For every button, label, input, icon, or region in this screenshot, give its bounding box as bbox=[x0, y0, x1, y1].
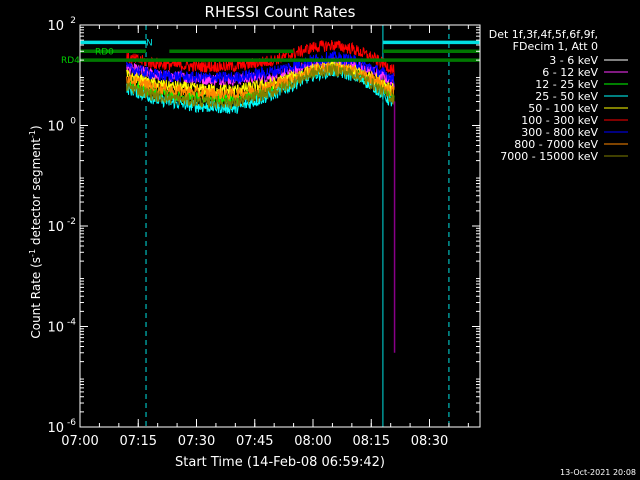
y-tick-exp-4: -6 bbox=[67, 418, 76, 428]
legend-entry-label-0: 3 - 6 keV bbox=[549, 54, 598, 67]
x-tick-label-4: 08:00 bbox=[294, 434, 331, 449]
legend-entry-label-5: 100 - 300 keV bbox=[521, 114, 598, 127]
x-tick-label-5: 08:15 bbox=[353, 434, 390, 449]
series-line-8 bbox=[126, 63, 395, 110]
plot-area: RD0 RD4 N bbox=[61, 25, 480, 427]
timestamp: 13-Oct-2021 20:08 bbox=[560, 468, 636, 477]
x-tick-label-2: 07:30 bbox=[178, 434, 215, 449]
marker-label-n: N bbox=[146, 38, 153, 48]
y-tick-label-0: 10 bbox=[47, 19, 64, 34]
y-axis-label-end: ) bbox=[29, 125, 43, 130]
y-axis-label-mid: detector segment bbox=[29, 138, 43, 249]
legend-header-0: Det 1f,3f,4f,5f,6f,9f, bbox=[489, 28, 598, 41]
y-tick-exp-3: -4 bbox=[67, 318, 76, 328]
y-tick-label-1: 10 bbox=[47, 120, 64, 135]
y-tick-label-2: 10 bbox=[47, 220, 64, 235]
legend-entry-label-6: 300 - 800 keV bbox=[521, 126, 598, 139]
legend-entry-label-1: 6 - 12 keV bbox=[542, 66, 598, 79]
series-line-5 bbox=[126, 39, 395, 77]
y-axis-label-exp2: -1 bbox=[28, 130, 37, 138]
x-axis-label: Start Time (14-Feb-08 06:59:42) bbox=[175, 455, 385, 470]
chart-title: RHESSI Count Rates bbox=[205, 3, 356, 21]
x-tick-label-0: 07:00 bbox=[61, 434, 98, 449]
y-tick-label-4: 10 bbox=[47, 421, 64, 436]
y-tick-exp-2: -2 bbox=[67, 217, 76, 227]
y-tick-label-3: 10 bbox=[47, 321, 64, 336]
x-tick-label-3: 07:45 bbox=[236, 434, 273, 449]
marker-label-rd0: RD0 bbox=[95, 47, 114, 57]
x-tick-label-1: 07:15 bbox=[120, 434, 157, 449]
legend-entry-label-7: 800 - 7000 keV bbox=[514, 138, 598, 151]
y-axis-label-exp1: -1 bbox=[28, 249, 37, 257]
marker-label-rd4: RD4 bbox=[61, 56, 80, 66]
legend-entry-label-4: 50 - 100 keV bbox=[528, 102, 598, 115]
series-line-6 bbox=[126, 49, 395, 84]
legend-entry-label-2: 12 - 25 keV bbox=[535, 78, 598, 91]
legend-header-1: FDecim 1, Att 0 bbox=[513, 40, 598, 53]
legend-entry-label-3: 25 - 50 keV bbox=[535, 90, 598, 103]
x-tick-label-6: 08:30 bbox=[411, 434, 448, 449]
y-tick-exp-1: 0 bbox=[70, 117, 76, 127]
y-axis-label: Count Rate (s-1 detector segment-1) bbox=[28, 125, 43, 338]
y-tick-exp-0: 2 bbox=[70, 16, 76, 26]
y-axis-label-main: Count Rate (s bbox=[29, 257, 43, 339]
legend: Det 1f,3f,4f,5f,6f,9f,FDecim 1, Att 03 -… bbox=[489, 28, 628, 163]
legend-entry-label-8: 7000 - 15000 keV bbox=[500, 150, 598, 163]
axes: 07:00 07:15 07:30 07:45 08:00 08:15 08:30 10 2 10… bbox=[47, 16, 481, 449]
